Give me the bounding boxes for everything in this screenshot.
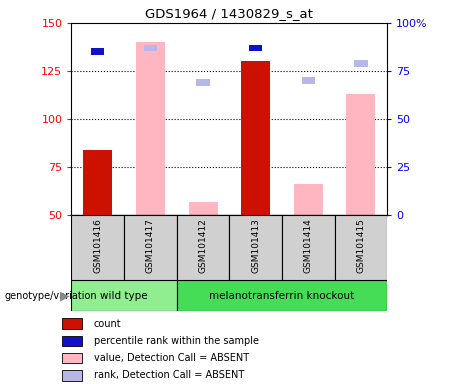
Text: GSM101414: GSM101414 <box>304 218 313 273</box>
Text: GSM101413: GSM101413 <box>251 218 260 273</box>
Bar <box>355 60 367 67</box>
Bar <box>196 79 210 86</box>
Text: GSM101412: GSM101412 <box>199 218 207 273</box>
Bar <box>136 42 165 215</box>
Bar <box>189 202 218 215</box>
Bar <box>301 77 315 84</box>
Bar <box>71 215 124 280</box>
Bar <box>177 215 229 280</box>
Text: GSM101415: GSM101415 <box>356 218 366 273</box>
Bar <box>241 61 270 215</box>
Bar <box>144 45 157 51</box>
Text: genotype/variation: genotype/variation <box>5 291 97 301</box>
Text: percentile rank within the sample: percentile rank within the sample <box>94 336 259 346</box>
Text: ▶: ▶ <box>60 289 70 302</box>
Bar <box>347 94 375 215</box>
Bar <box>62 336 82 346</box>
Bar <box>282 215 335 280</box>
Text: GSM101417: GSM101417 <box>146 218 155 273</box>
Bar <box>229 215 282 280</box>
Bar <box>177 280 387 311</box>
Bar <box>249 45 262 51</box>
Text: GSM101416: GSM101416 <box>93 218 102 273</box>
Bar <box>62 318 82 329</box>
Title: GDS1964 / 1430829_s_at: GDS1964 / 1430829_s_at <box>145 7 313 20</box>
Bar <box>62 353 82 363</box>
Text: rank, Detection Call = ABSENT: rank, Detection Call = ABSENT <box>94 370 244 381</box>
Text: melanotransferrin knockout: melanotransferrin knockout <box>209 291 355 301</box>
Bar <box>71 280 177 311</box>
Bar <box>124 215 177 280</box>
Bar <box>83 150 112 215</box>
Bar <box>335 215 387 280</box>
Bar <box>294 184 323 215</box>
Bar <box>91 48 104 55</box>
Text: wild type: wild type <box>100 291 148 301</box>
Text: count: count <box>94 318 121 329</box>
Text: value, Detection Call = ABSENT: value, Detection Call = ABSENT <box>94 353 248 363</box>
Bar <box>62 370 82 381</box>
